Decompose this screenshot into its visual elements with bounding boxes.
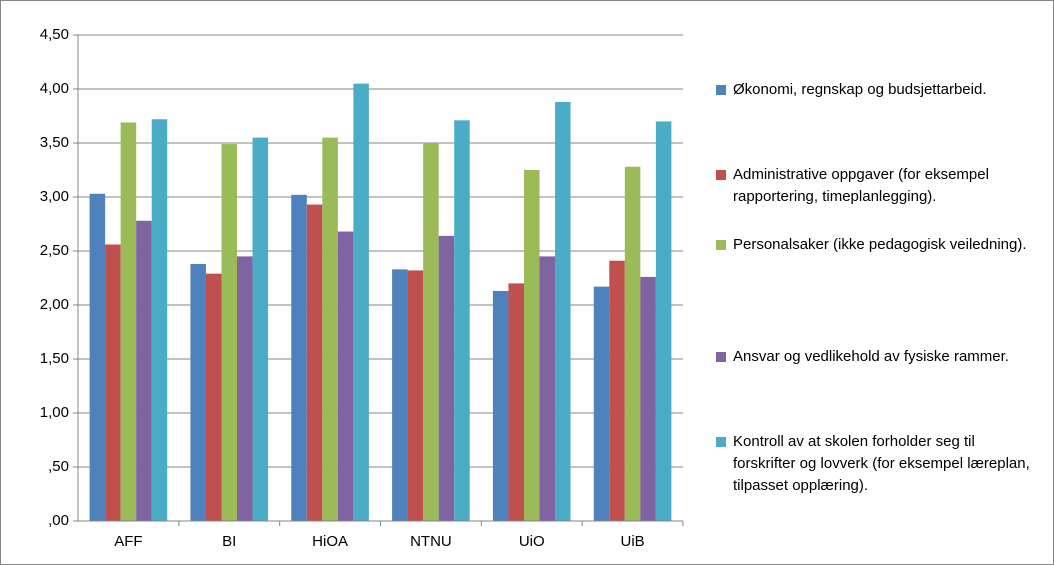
bar	[291, 194, 307, 521]
y-tick-label: ,50	[48, 458, 69, 475]
bar	[508, 283, 524, 521]
bar	[407, 270, 424, 521]
bar	[492, 290, 509, 521]
legend-entry: Kontroll av at skolen forholder seg til …	[716, 431, 1041, 497]
legend-entry: Økonomi, regnskap og budsjettarbeid.	[716, 79, 1041, 101]
bar	[392, 269, 408, 521]
bar	[353, 83, 369, 521]
legend-label: Kontroll av at skolen forholder seg til …	[733, 433, 1030, 494]
bar	[555, 101, 571, 522]
legend-label: Ansvar og vedlikehold av fysiske rammer.	[733, 348, 1009, 365]
legend-swatch	[716, 240, 726, 250]
x-tick-label: UiB	[620, 533, 644, 550]
legend-swatch	[716, 85, 726, 95]
legend-swatch	[716, 170, 726, 180]
bar	[120, 122, 137, 521]
legend-label: Økonomi, regnskap og budsjettarbeid.	[733, 81, 987, 98]
y-tick-label: 2,00	[40, 296, 69, 313]
x-tick-label: UiO	[519, 533, 545, 550]
bar	[136, 220, 152, 521]
bar	[593, 286, 610, 521]
x-tick-label: BI	[222, 533, 236, 550]
bar	[539, 256, 556, 521]
y-tick-label: 4,50	[40, 26, 69, 43]
legend-label: Administrative oppgaver (for eksempel ra…	[733, 166, 989, 205]
bar	[105, 244, 121, 521]
x-tick-label: AFF	[114, 533, 142, 550]
legend-swatch	[716, 437, 726, 447]
legend-entry: Personalsaker (ikke pedagogisk veilednin…	[716, 234, 1041, 256]
x-tick-label: NTNU	[410, 533, 452, 550]
bar	[221, 144, 238, 521]
bar	[252, 137, 269, 521]
y-tick-label: 4,00	[40, 80, 69, 97]
bar	[624, 166, 641, 521]
x-tick-label: HiOA	[312, 533, 348, 550]
bar	[655, 121, 672, 522]
bar	[640, 276, 656, 521]
legend-entry: Administrative oppgaver (for eksempel ra…	[716, 164, 1041, 208]
y-tick-label: 3,50	[40, 134, 69, 151]
bar	[89, 193, 106, 521]
bar	[454, 120, 470, 521]
y-tick-label: 2,50	[40, 242, 69, 259]
legend-entry: Ansvar og vedlikehold av fysiske rammer.	[716, 346, 1041, 368]
y-tick-label: 3,00	[40, 188, 69, 205]
y-tick-label: ,00	[48, 512, 69, 529]
bar	[151, 119, 168, 522]
bar	[205, 273, 222, 521]
bar	[423, 143, 439, 521]
legend-swatch	[716, 352, 726, 362]
bar	[306, 204, 323, 521]
bar	[609, 260, 625, 521]
bar	[438, 235, 455, 521]
bar	[322, 137, 338, 521]
bar	[190, 263, 206, 521]
legend-label: Personalsaker (ikke pedagogisk veilednin…	[733, 236, 1027, 253]
y-tick-label: 1,50	[40, 350, 69, 367]
y-tick-label: 1,00	[40, 404, 69, 421]
bar	[523, 170, 540, 521]
bar	[337, 231, 354, 521]
bar	[237, 256, 253, 521]
